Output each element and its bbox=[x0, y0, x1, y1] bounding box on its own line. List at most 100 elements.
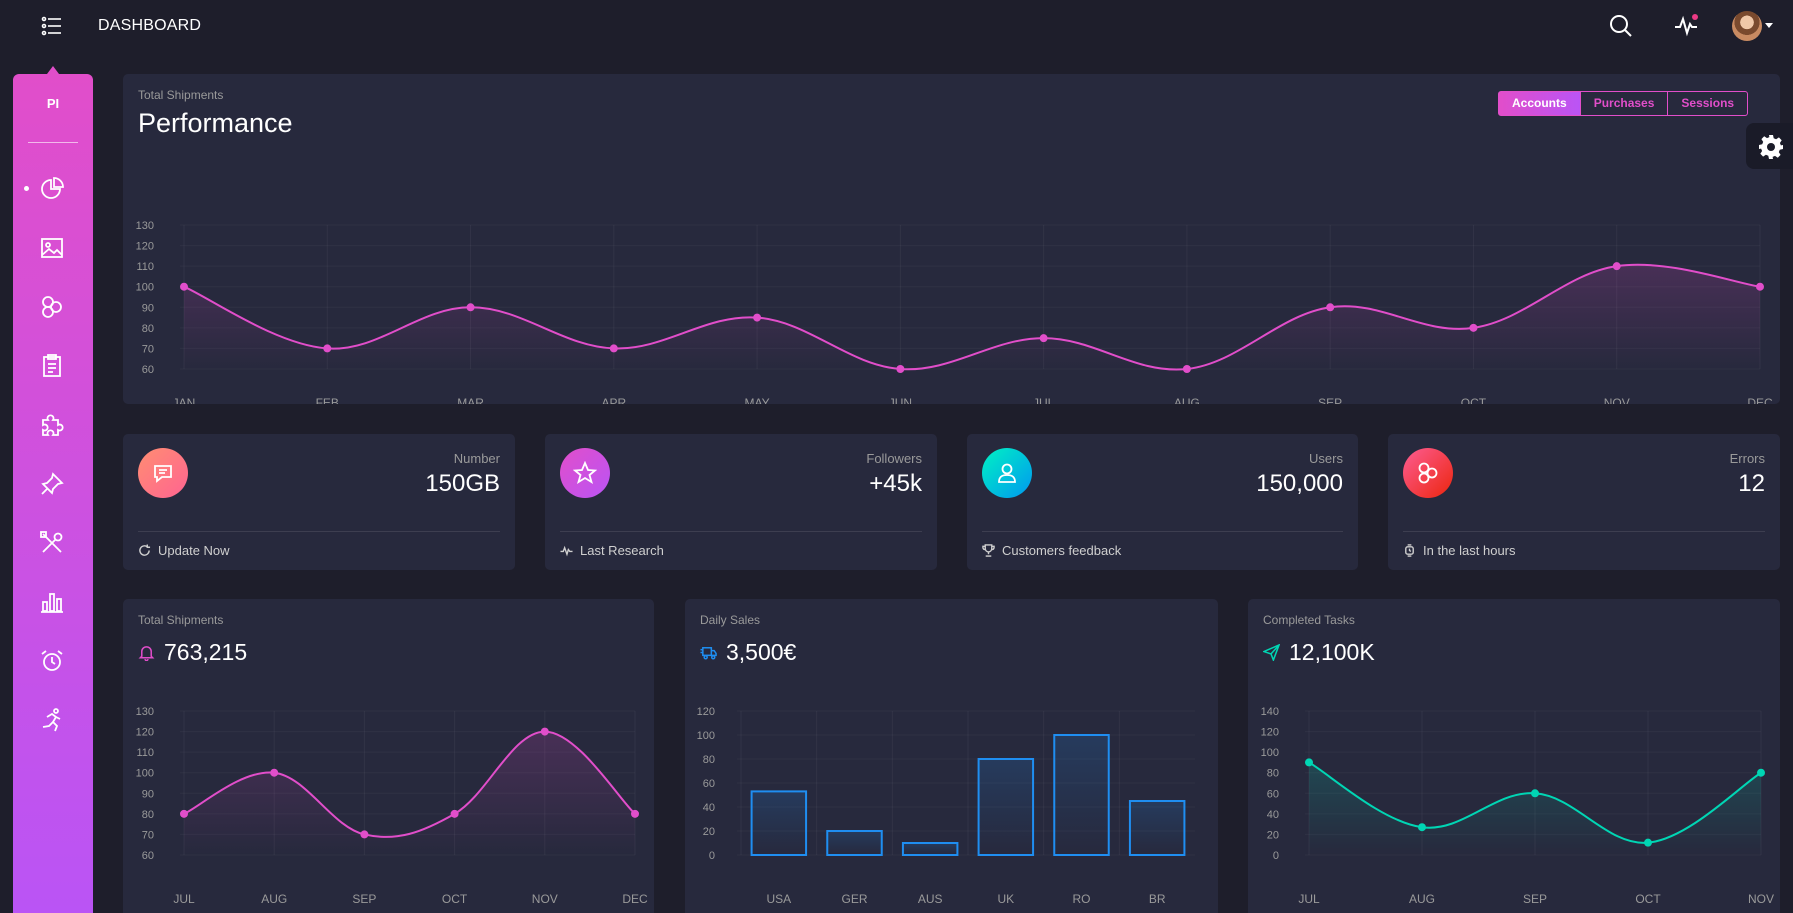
data-point bbox=[1182, 365, 1191, 373]
data-point bbox=[180, 809, 188, 818]
y-tick-label: 70 bbox=[142, 829, 154, 841]
x-tick-label: JUL bbox=[1298, 892, 1320, 906]
y-tick-label: 120 bbox=[1261, 727, 1279, 739]
sidebar-item-runner[interactable] bbox=[39, 707, 65, 733]
tab-sessions[interactable]: Sessions bbox=[1667, 91, 1749, 116]
x-tick-label: OCT bbox=[1461, 396, 1487, 404]
stat-value: 150,000 bbox=[1256, 470, 1343, 497]
divider bbox=[982, 531, 1343, 532]
tab-accounts[interactable]: Accounts bbox=[1498, 91, 1581, 116]
shipments-chart: 60 70 80 90 100 110 120 130 JUL AUG SEP OCT NOV DEC bbox=[136, 706, 648, 906]
x-tick-label: OCT bbox=[442, 892, 468, 906]
settings-button[interactable] bbox=[1746, 123, 1793, 169]
card-subtitle: Total Shipments bbox=[138, 613, 224, 627]
data-point bbox=[896, 365, 905, 373]
card-title: Performance bbox=[138, 108, 293, 138]
x-tick-label: JUL bbox=[173, 892, 195, 906]
y-tick-label: 70 bbox=[142, 343, 154, 355]
x-tick-label: SEP bbox=[1523, 892, 1547, 906]
sidebar-item-bar-chart[interactable] bbox=[39, 589, 65, 615]
image-icon bbox=[41, 238, 63, 258]
y-tick-label: 120 bbox=[697, 706, 715, 718]
data-point bbox=[360, 830, 369, 839]
bar bbox=[1128, 800, 1186, 856]
data-point bbox=[1644, 838, 1652, 847]
data-point bbox=[1039, 334, 1048, 343]
sidebar-item-image[interactable] bbox=[39, 235, 65, 261]
atom-icon bbox=[42, 296, 62, 318]
card-subtitle: Total Shipments bbox=[138, 88, 224, 102]
gear-icon bbox=[1759, 135, 1783, 159]
bar bbox=[826, 830, 883, 856]
stat-footer-link[interactable]: In the last hours bbox=[1403, 543, 1516, 558]
data-point bbox=[1418, 823, 1426, 832]
y-tick-label: 20 bbox=[703, 826, 715, 838]
sidebar-item-clipboard[interactable] bbox=[39, 353, 65, 379]
chevron-down-icon bbox=[1765, 23, 1773, 28]
x-tick-label: SEP bbox=[352, 892, 376, 906]
tab-purchases[interactable]: Purchases bbox=[1579, 91, 1669, 116]
data-point bbox=[1305, 758, 1313, 767]
stat-footer-link[interactable]: Update Now bbox=[138, 543, 230, 558]
series-area bbox=[184, 731, 635, 855]
y-tick-label: 80 bbox=[703, 754, 715, 766]
x-tick-label: NOV bbox=[1604, 396, 1630, 404]
x-tick-label: UK bbox=[997, 892, 1014, 906]
sidebar-item-tools[interactable] bbox=[39, 530, 65, 556]
y-tick-label: 60 bbox=[142, 364, 154, 376]
page-title: DASHBOARD bbox=[98, 17, 202, 34]
puzzle-icon bbox=[42, 414, 64, 436]
clipboard-icon bbox=[43, 354, 61, 377]
x-tick-label: DEC bbox=[622, 892, 648, 906]
divider bbox=[560, 531, 922, 532]
send-icon bbox=[1263, 644, 1280, 661]
x-tick-label: FEB bbox=[316, 396, 339, 404]
sidebar-item-alarm[interactable] bbox=[39, 648, 65, 674]
stat-footer-text: Update Now bbox=[158, 543, 230, 558]
runner-icon bbox=[42, 708, 61, 732]
activity-icon[interactable] bbox=[1672, 12, 1700, 40]
sidebar-item-puzzle[interactable] bbox=[39, 412, 65, 438]
x-tick-label: RO bbox=[1073, 892, 1091, 906]
alarm-icon bbox=[41, 650, 63, 671]
bar-chart-icon bbox=[41, 593, 63, 613]
y-tick-label: 100 bbox=[136, 768, 154, 780]
y-tick-label: 130 bbox=[136, 220, 154, 232]
user-icon bbox=[998, 463, 1016, 483]
x-tick-label: GER bbox=[841, 892, 867, 906]
stat-value: +45k bbox=[869, 470, 922, 497]
y-tick-label: 90 bbox=[142, 302, 154, 314]
y-tick-label: 0 bbox=[709, 850, 715, 862]
stat-footer-text: In the last hours bbox=[1423, 543, 1516, 558]
y-tick-label: 120 bbox=[136, 727, 154, 739]
data-point bbox=[631, 809, 639, 818]
user-menu[interactable] bbox=[1732, 11, 1773, 41]
stat-icon-wrap bbox=[560, 448, 610, 498]
bell-icon bbox=[138, 646, 155, 661]
bar bbox=[901, 842, 959, 856]
card-subtitle: Completed Tasks bbox=[1263, 613, 1355, 627]
stat-footer-link[interactable]: Last Research bbox=[560, 543, 664, 558]
x-tick-label: MAR bbox=[457, 396, 484, 404]
y-tick-label: 90 bbox=[142, 788, 154, 800]
pulse-icon bbox=[560, 545, 573, 557]
y-tick-label: 0 bbox=[1273, 850, 1279, 862]
sidebar-item-atom[interactable] bbox=[39, 294, 65, 320]
stat-icon-wrap bbox=[982, 448, 1032, 498]
logo[interactable]: PI bbox=[46, 96, 60, 111]
sidebar-item-pin[interactable] bbox=[39, 471, 65, 497]
card-value: 3,500€ bbox=[726, 639, 797, 665]
sidebar-item-chart-pie[interactable] bbox=[39, 176, 65, 202]
search-icon[interactable] bbox=[1607, 12, 1635, 40]
y-tick-label: 40 bbox=[1267, 809, 1279, 821]
star-icon bbox=[573, 461, 597, 484]
menu-toggle-icon[interactable] bbox=[40, 14, 64, 38]
refresh-icon bbox=[139, 544, 151, 556]
stat-footer-link[interactable]: Customers feedback bbox=[982, 543, 1121, 558]
series-line bbox=[183, 263, 1761, 371]
top-navbar: DASHBOARD bbox=[0, 0, 1793, 52]
x-tick-label: AUS bbox=[918, 892, 943, 906]
sidebar-pointer bbox=[47, 66, 59, 74]
performance-card: Total Shipments Performance Accounts Pur… bbox=[123, 74, 1780, 404]
stat-value: 12 bbox=[1738, 470, 1765, 497]
